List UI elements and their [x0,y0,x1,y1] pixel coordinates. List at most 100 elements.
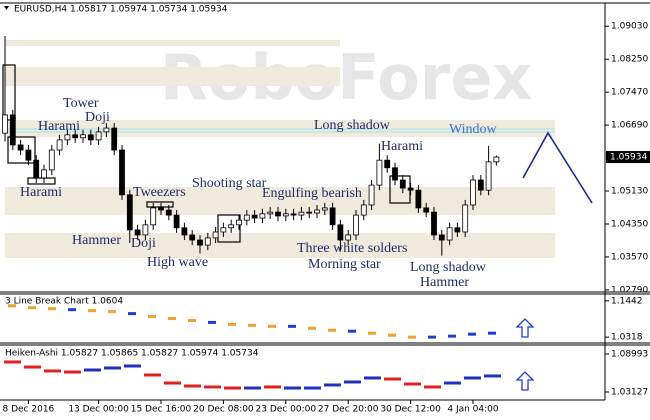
pattern-label: Three white solders [297,241,407,256]
y-tick-label: 1.05130 [611,187,648,197]
candle-body [251,214,258,219]
candle-body [267,211,274,215]
candle-body [431,211,437,236]
line-break-brick [468,332,476,336]
candle-body [33,159,40,179]
heiken-ashi-bar [384,377,401,381]
line-break-brick [88,309,96,313]
pattern-box [7,136,36,164]
line-break-brick [8,304,16,308]
y-tick-label: 1.0318 [611,333,643,343]
line-break-brick [268,324,276,328]
candle-body [189,234,196,241]
pattern-box [2,64,16,121]
last-price-box [606,151,650,164]
forecast-line [522,131,593,204]
heiken-ashi-bar [464,376,481,380]
candle-body [25,149,32,161]
x-tick-label: 13 Dec 00:00 [68,405,129,415]
candle-body [462,204,469,233]
heiken-ashi-bar [284,386,301,390]
pattern-label: Hammer [72,233,121,248]
pattern-label: Harami [38,119,80,134]
candle-body [275,211,281,217]
x-tick-label: 8 Dec 2016 [3,405,55,415]
pattern-label: Hammer [420,275,469,290]
candle-body [392,167,398,181]
y-tick-label: 1.08993 [611,349,648,359]
candle-body [204,237,211,246]
heiken-ashi-bar [164,381,181,385]
candle-body [384,159,391,169]
heiken-ashi-bar [104,366,121,370]
line-break-brick [328,328,336,332]
candle-body [119,149,125,196]
pattern-label: Tower [63,96,99,111]
heiken-ashi-bar [424,385,441,389]
line-break-brick [108,310,116,314]
pattern-label: Long shadow [314,118,391,133]
candle-body [87,134,94,141]
candle-body [415,189,422,209]
marks: 8 Dec 2016 13 Dec 00:00 15 Dec 16:00 20 Dec… [2,22,650,415]
candle-body [368,184,375,206]
candle-body [126,194,133,231]
x-tick-label: 27 Dec 20:00 [318,405,379,415]
candle-body [236,219,242,226]
heiken-ashi-bar [24,365,41,369]
candle-body [220,227,227,233]
candle-body [423,207,430,213]
line-break-brick [388,333,396,337]
x-tick-label: 20 Dec 08:00 [193,405,254,415]
candle-body [80,134,86,139]
line-break-brick [368,331,376,335]
candle-body [259,213,266,219]
y-tick-label: 1.08250 [611,55,648,65]
candle-body [314,209,320,214]
heiken-ashi-bar [324,383,341,387]
candle-body [142,224,149,236]
line-break-brick [408,335,416,339]
pattern-label: Harami [381,139,423,154]
line-break-brick [448,334,456,338]
heiken-ashi-bar [244,386,261,390]
heiken-ashi-bar [64,370,81,374]
line-break-brick [148,315,156,319]
pattern-label: Doji [85,110,110,125]
candle-body [134,229,141,236]
line-break-brick [168,316,176,320]
line-break-brick [308,326,316,330]
candle-body [337,224,344,241]
candle-body [329,207,336,226]
zone [5,233,555,258]
heiken-ashi-bar [404,382,421,386]
heiken-ashi-bar [444,381,461,385]
candle-body [165,209,172,216]
heiken-ashi-bar [364,376,381,380]
line-break-brick [188,318,196,322]
pattern-label: Harami [20,185,62,200]
panel-title: Heiken-Ashi 1.05827 1.05865 1.05827 1.05… [5,349,259,359]
candle-body [212,231,219,239]
candle-body [290,213,297,216]
pattern-label: Long shadow [410,260,487,275]
candle-body [446,227,453,241]
candle-body [345,234,352,241]
candle-body [111,127,118,151]
pattern-label: Window [449,122,498,137]
heiken-ashi-bar [124,364,141,368]
y-tick-label: 1.04350 [611,219,648,229]
heiken-ashi-bar [44,369,61,373]
heiken-ashi-bar [4,360,21,364]
candle-body [41,169,47,179]
candle-body [103,127,110,133]
line-break-brick [488,331,496,335]
candle-body [173,214,180,229]
x-tick-label: 4 Jan 04:00 [447,405,499,415]
line-break-brick [128,312,136,316]
candle-body [493,156,500,163]
pattern-box [217,214,241,243]
candle-body [158,207,164,211]
up-arrow [515,371,535,391]
